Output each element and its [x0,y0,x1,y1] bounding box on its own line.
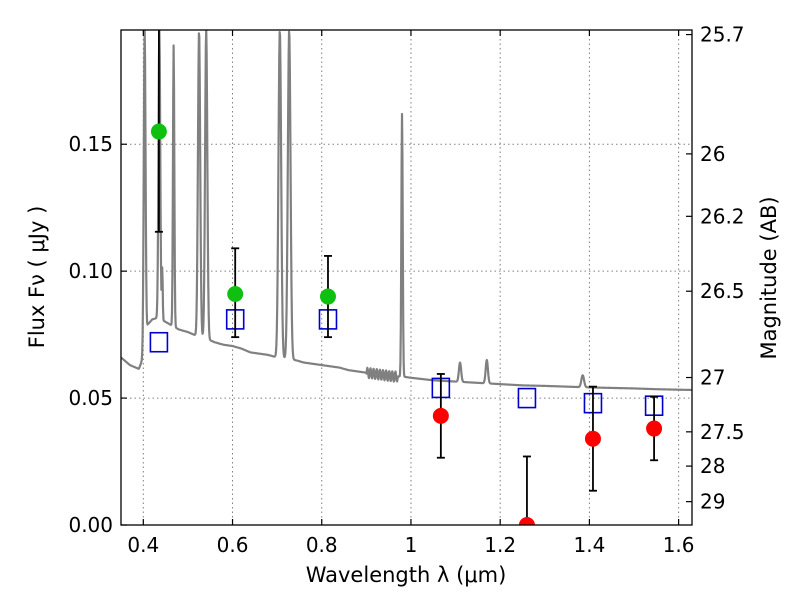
model-point-4 [517,387,537,409]
right-tick-label-5: 27.5 [700,420,745,444]
detection-point-1 [227,286,244,302]
right-tick-label-6: 28 [700,454,725,478]
y-tick-label-0: 0.00 [68,513,113,537]
plot-frame [120,29,693,526]
x-tick-label-5: 1.4 [573,533,605,557]
right-tick-label-1: 26 [700,142,725,166]
detection-point-2 [319,288,336,305]
right-tick-label-3: 26.5 [700,279,745,303]
right-tick-label-4: 27 [700,366,725,390]
sed-spectrum-line [121,30,692,392]
right-tick-label-2: 26.2 [700,204,745,228]
x-axis-label: Wavelength λ (μm) [306,563,507,587]
detection-point-4 [518,517,535,525]
x-tick-label-2: 0.8 [306,533,338,557]
right-tick-label-7: 29 [700,490,725,514]
model-point-0 [149,331,169,353]
y-axis-label: Flux Fν ( μJy ) [25,206,49,349]
grid-lines [121,30,692,526]
axis-ticks [121,30,692,526]
x-tick-label-1: 0.6 [217,533,249,557]
detection-point-6 [646,420,663,437]
y-tick-label-2: 0.10 [68,259,113,283]
detection-point-3 [432,407,449,424]
right-tick-labels: 25.7 26 26.2 26.5 27 27.5 28 29 [700,23,745,514]
y-tick-label-1: 0.05 [68,386,113,410]
model-photometry [149,309,664,416]
x-tick-label-3: 1 [405,533,418,557]
error-bars [154,30,659,525]
x-tick-label-6: 1.6 [663,533,695,557]
x-tick-label-0: 0.4 [127,533,159,557]
y-tick-label-3: 0.15 [68,132,113,156]
sed-spectrum [121,30,692,392]
detection-point-0 [150,123,167,140]
x-tick-label-4: 1.2 [484,533,516,557]
observed-photometry [150,123,663,525]
right-tick-label-0: 25.7 [700,23,745,47]
detection-point-5 [584,430,601,447]
right-axis-label: Magnitude (AB) [757,196,781,359]
error-bar-4 [522,455,531,525]
x-tick-labels: 0.4 0.6 0.8 1 1.2 1.4 1.6 [127,533,694,557]
y-tick-labels: 0.00 0.05 0.10 0.15 [68,132,113,537]
